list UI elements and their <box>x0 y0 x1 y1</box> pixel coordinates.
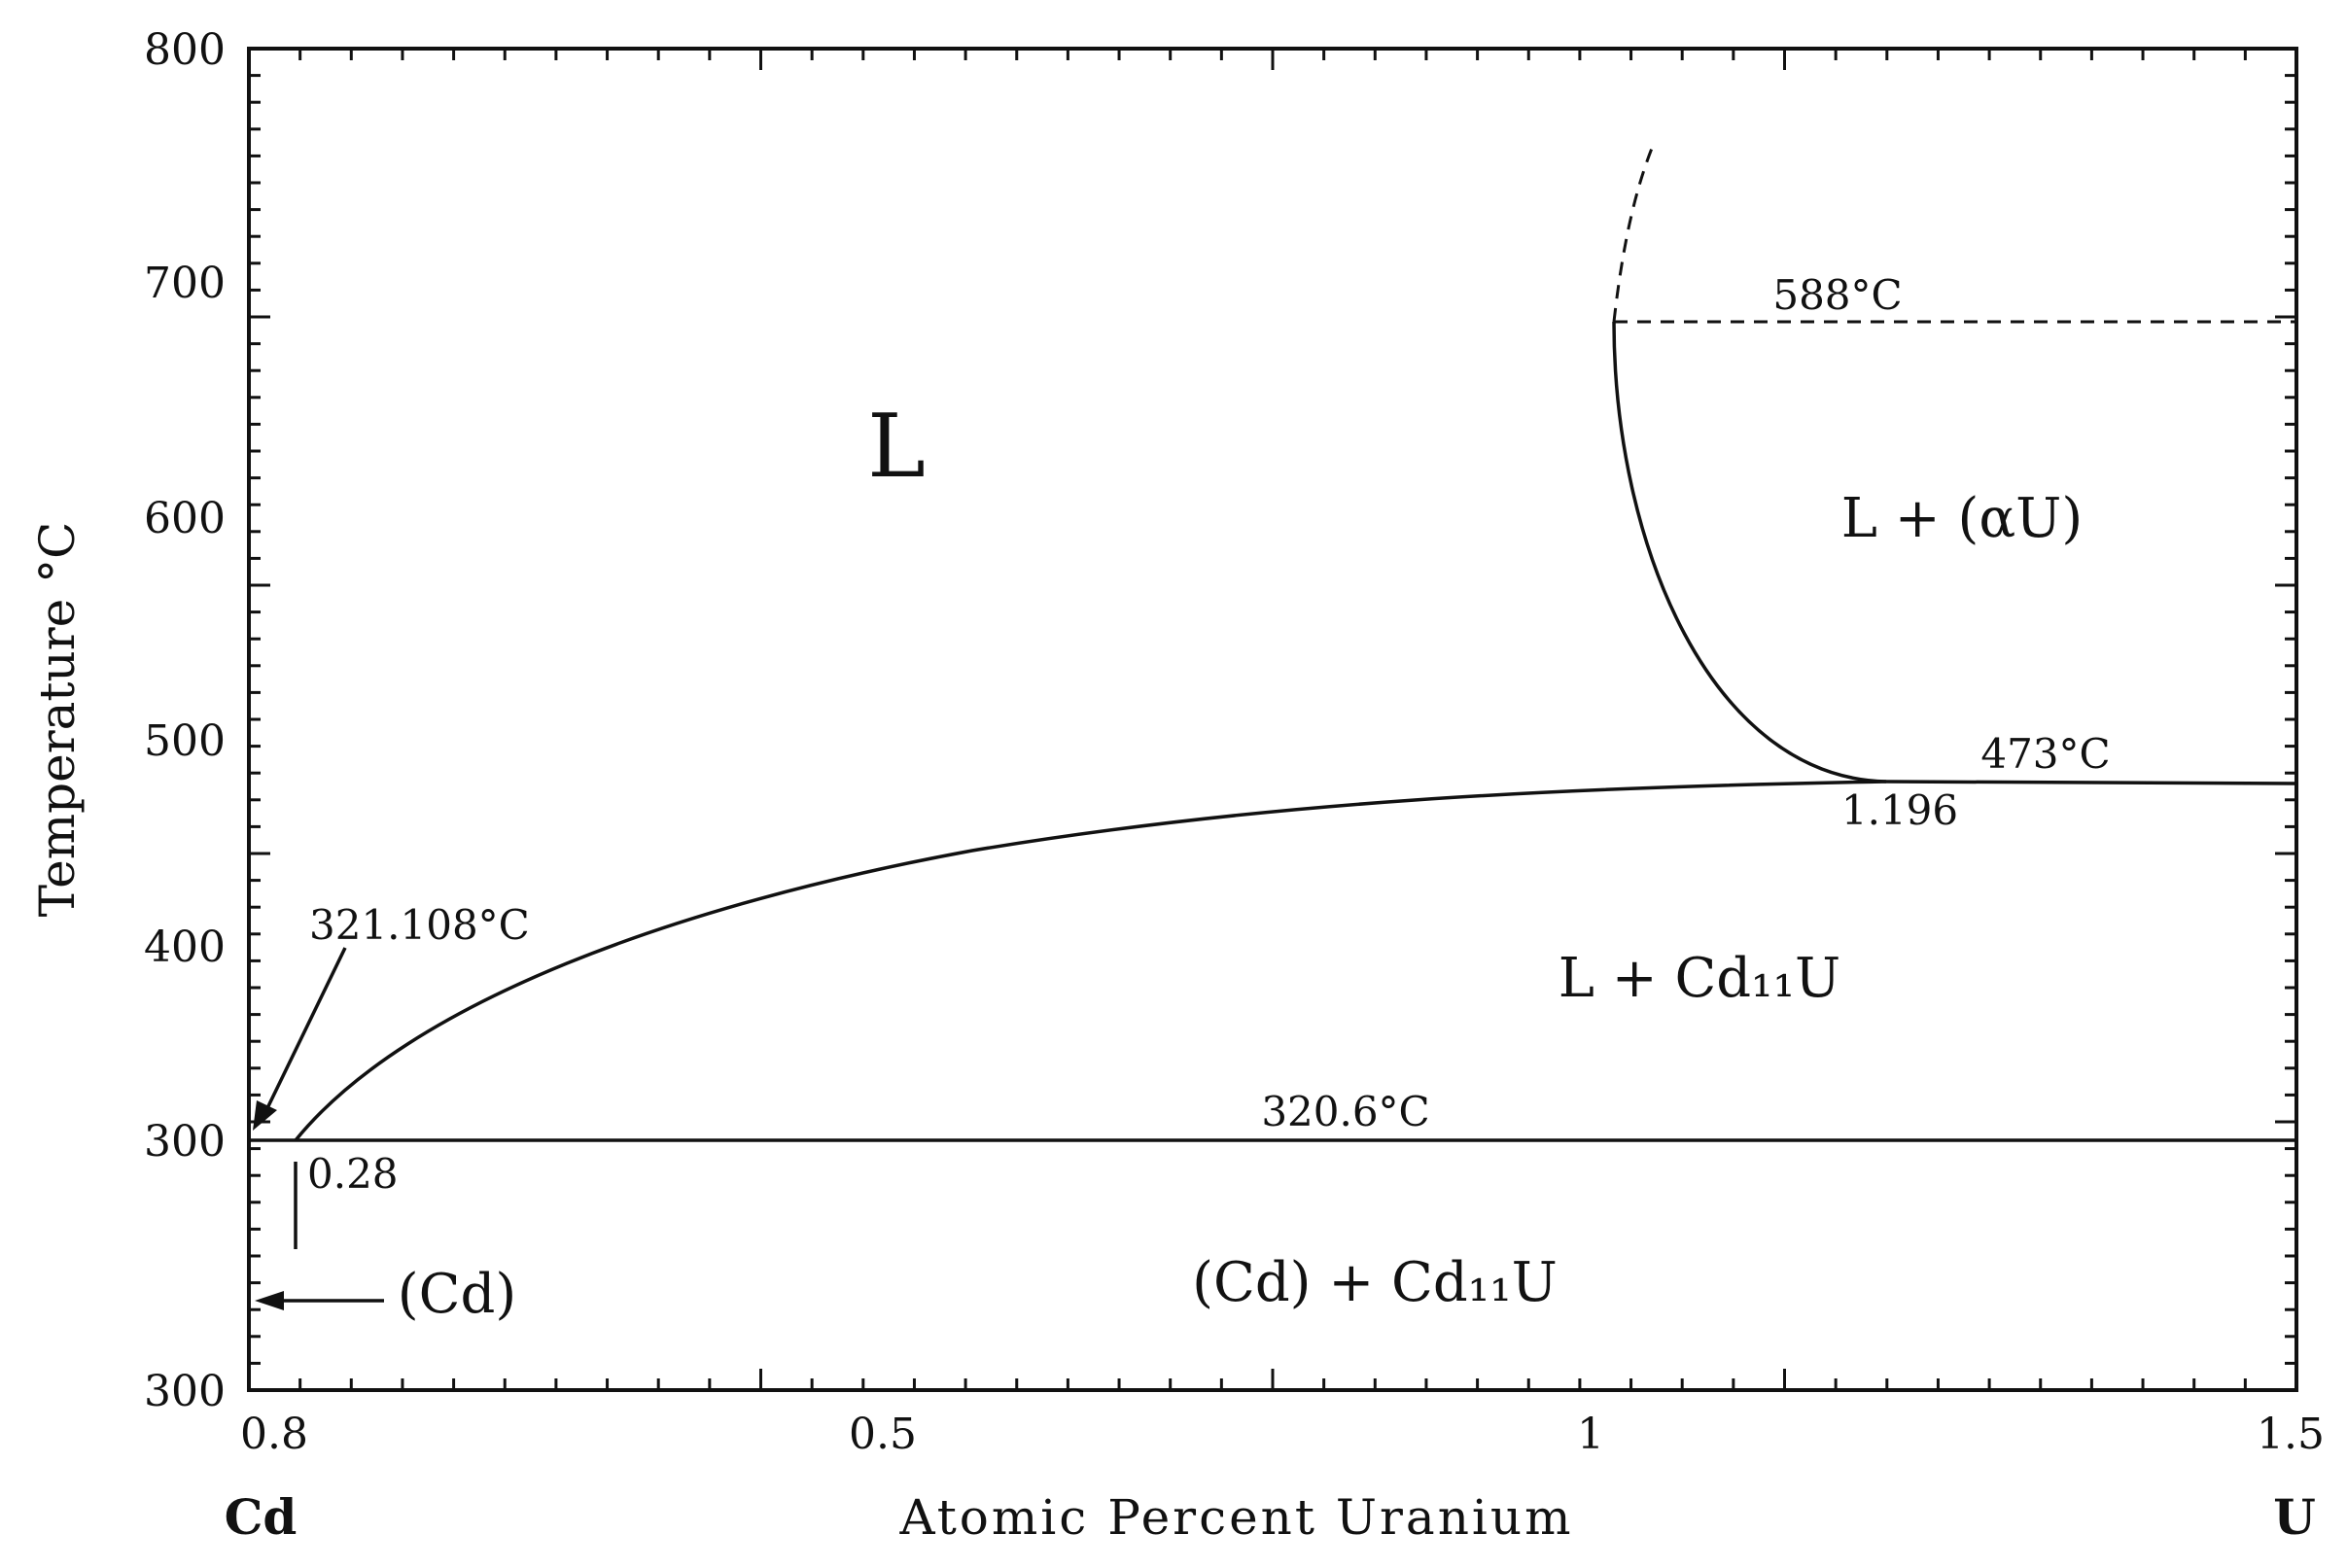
liquidus-alphau-curve <box>1612 321 1887 784</box>
y-tick-label-300: 300 <box>144 1117 226 1167</box>
liquidus-cd11u-curve <box>294 780 1887 1142</box>
y-tick-label-700: 700 <box>144 259 226 308</box>
x-tick-label-0-5: 0.5 <box>849 1410 917 1459</box>
annotation-028: 0.28 <box>307 1150 399 1198</box>
liquidus-alphau-dashed-curve <box>1612 145 1655 323</box>
region-label-l-alphau: L + (αU) <box>1841 487 2083 550</box>
annotation-3206c: 320.6°C <box>1261 1088 1429 1135</box>
y-tick-label-bottom: 300 <box>144 1367 226 1416</box>
annotation-321108c: 321.108°C <box>309 901 530 949</box>
region-label-l: L <box>867 396 926 498</box>
y-tick-label-400: 400 <box>144 923 226 972</box>
x-tick-label-1: 1 <box>1577 1410 1604 1459</box>
peritectic-line <box>1885 780 2297 785</box>
plot-frame <box>247 47 2298 1392</box>
annotation-473c: 473°C <box>1980 730 2110 778</box>
y-axis-title: Temperature °C <box>29 522 86 918</box>
region-label-cd: (Cd) <box>398 1263 516 1326</box>
annotation-1196: 1.196 <box>1841 786 1958 834</box>
arrow-321-shaft <box>265 947 347 1109</box>
annotation-588c: 588°C <box>1772 271 1902 319</box>
y-tick-label-500: 500 <box>144 716 226 766</box>
x-tick-label-0-8: 0.8 <box>240 1410 308 1459</box>
left-element-label: Cd <box>225 1488 298 1546</box>
x-axis-title: Atomic Percent Uranium <box>898 1489 1573 1546</box>
y-tick-label-800: 800 <box>144 25 226 75</box>
region-label-l-cd11u: L + Cd₁₁U <box>1559 947 1841 1010</box>
region-label-cd-cd11u: (Cd) + Cd₁₁U <box>1192 1251 1558 1314</box>
x-tick-label-1-5: 1.5 <box>2257 1410 2325 1459</box>
arrow-cd-head <box>255 1291 284 1310</box>
y-tick-label-600: 600 <box>144 494 226 543</box>
axis-ticks <box>249 49 2296 1390</box>
arrow-321-head <box>253 1100 277 1131</box>
right-element-label: U <box>2273 1488 2316 1546</box>
